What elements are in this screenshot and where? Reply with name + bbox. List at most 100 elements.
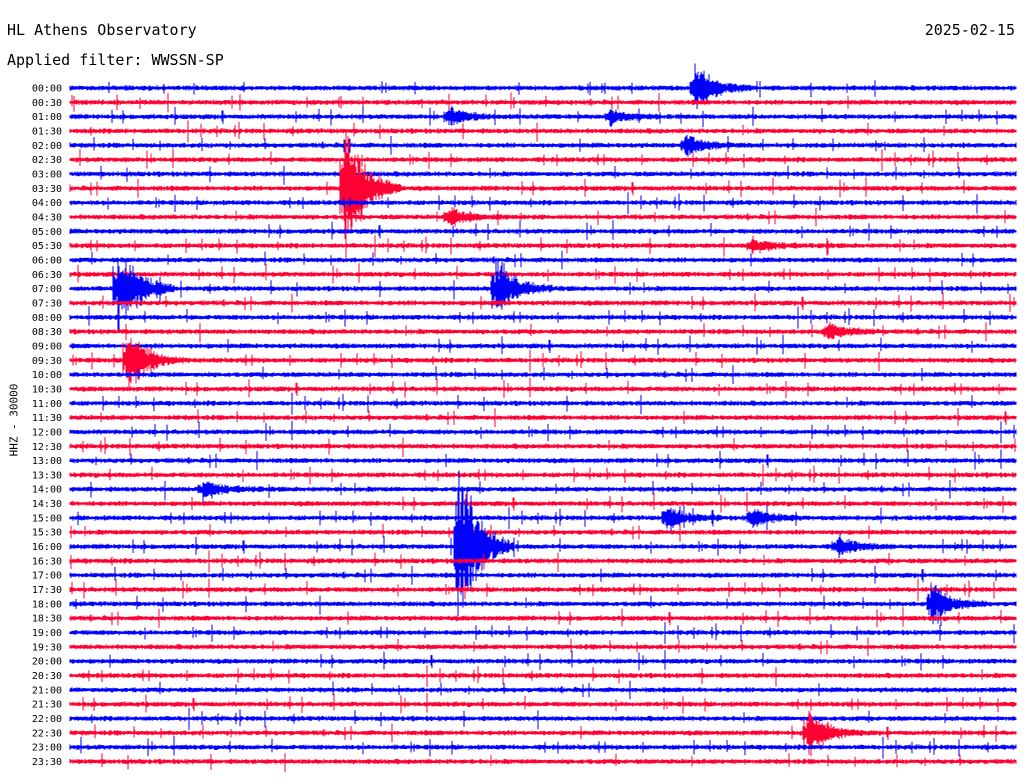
y-tick-label: 11:00 (32, 399, 62, 410)
y-tick-label: 09:30 (32, 356, 62, 367)
y-tick-label: 08:30 (32, 327, 62, 338)
y-tick-label: 14:30 (32, 499, 62, 510)
y-tick-label: 06:30 (32, 270, 62, 281)
tick-label-group: 00:00 00:30 01:00 01:30 02:00 02:30 03:00 03:30… (32, 84, 62, 769)
y-tick-label: 17:00 (32, 571, 62, 582)
y-tick-label: 01:30 (32, 126, 62, 137)
trace-1630 (69, 550, 1017, 573)
trace-0430 (69, 207, 1017, 227)
trace-1600 (69, 470, 1017, 616)
trace-0330 (69, 131, 1017, 258)
y-tick-label: 09:00 (32, 341, 62, 352)
trace-1800 (69, 584, 1017, 626)
y-tick-label: 02:00 (32, 141, 62, 152)
trace-1730 (69, 578, 1017, 601)
y-tick-label: 14:00 (32, 485, 62, 496)
y-tick-label: 03:00 (32, 169, 62, 180)
y-tick-label: 15:30 (32, 528, 62, 539)
y-tick-label: 21:00 (32, 685, 62, 696)
trace-1930 (69, 637, 1017, 657)
trace-1200 (69, 420, 1017, 444)
y-tick-label: 22:00 (32, 714, 62, 725)
record-date: 2025-02-15 (924, 21, 1015, 39)
trace-0130 (69, 120, 1017, 143)
y-tick-label: 16:00 (32, 542, 62, 553)
trace-0730 (69, 292, 1017, 313)
trace-0700 (69, 257, 1017, 333)
trace-0900 (69, 334, 1017, 355)
y-tick-label: 20:30 (32, 671, 62, 682)
y-tick-label: 10:00 (32, 370, 62, 381)
trace-0200 (69, 134, 1017, 157)
trace-1900 (69, 622, 1017, 644)
y-tick-label: 13:00 (32, 456, 62, 467)
y-tick-label: 23:30 (32, 757, 62, 768)
y-tick-label: 12:00 (32, 427, 62, 438)
y-tick-label: 19:00 (32, 628, 62, 639)
trace-0630 (69, 263, 1017, 284)
y-tick-label: 18:00 (32, 599, 62, 610)
y-tick-label: 23:00 (32, 743, 62, 754)
trace-1100 (69, 392, 1017, 415)
trace-0530 (69, 235, 1017, 257)
y-tick-label: 00:30 (32, 98, 62, 109)
y-tick-label: 19:30 (32, 642, 62, 653)
trace-0400 (69, 192, 1017, 214)
y-tick-label: 05:00 (32, 227, 62, 238)
y-tick-label: 07:00 (32, 284, 62, 295)
trace-group (69, 63, 1017, 773)
y-tick-label: 22:30 (32, 728, 62, 739)
y-tick-label: 04:30 (32, 212, 62, 223)
trace-0300 (69, 165, 1017, 185)
y-tick-label: 21:30 (32, 700, 62, 711)
trace-1530 (69, 523, 1017, 542)
trace-2130 (69, 693, 1017, 714)
trace-1400 (69, 480, 1017, 503)
trace-2300 (69, 736, 1017, 759)
trace-2000 (69, 650, 1017, 671)
trace-1500 (69, 505, 1017, 532)
trace-1030 (69, 377, 1017, 399)
trace-0000 (69, 63, 1017, 110)
trace-1000 (69, 365, 1017, 384)
trace-0930 (69, 338, 1017, 388)
trace-1700 (69, 565, 1017, 585)
y-tick-label: 04:00 (32, 198, 62, 209)
trace-2200 (69, 708, 1017, 730)
y-tick-label: 17:30 (32, 585, 62, 596)
y-tick-label: 13:30 (32, 470, 62, 481)
trace-0230 (69, 148, 1017, 171)
trace-0600 (69, 250, 1017, 270)
trace-1830 (69, 607, 1017, 628)
y-tick-label: 20:00 (32, 657, 62, 668)
y-tick-label: 10:30 (32, 384, 62, 395)
y-tick-label: 01:00 (32, 112, 62, 123)
trace-0100 (69, 105, 1017, 128)
y-tick-label: 08:00 (32, 313, 62, 324)
filter-label: Applied filter: WWSSN-SP (7, 51, 224, 69)
trace-2330 (69, 753, 1017, 773)
trace-1330 (69, 464, 1017, 487)
y-tick-label: 06:00 (32, 255, 62, 266)
trace-0500 (69, 220, 1017, 241)
trace-2100 (69, 680, 1017, 700)
trace-0830 (69, 321, 1017, 343)
y-tick-label: 03:30 (32, 184, 62, 195)
trace-2030 (69, 665, 1017, 687)
trace-1230 (69, 437, 1017, 458)
trace-1300 (69, 449, 1017, 470)
y-tick-label: 00:00 (32, 84, 62, 95)
trace-1430 (69, 492, 1017, 513)
y-tick-label: 11:30 (32, 413, 62, 424)
y-tick-label: 05:30 (32, 241, 62, 252)
y-tick-label: 15:00 (32, 513, 62, 524)
y-tick-label: 02:30 (32, 155, 62, 166)
y-tick-label: 16:30 (32, 556, 62, 567)
y-tick-label: 18:30 (32, 614, 62, 625)
station-title: HL Athens Observatory (7, 21, 197, 39)
trace-0030 (69, 92, 1017, 113)
y-tick-label: 07:30 (32, 298, 62, 309)
trace-2230 (69, 710, 1017, 757)
